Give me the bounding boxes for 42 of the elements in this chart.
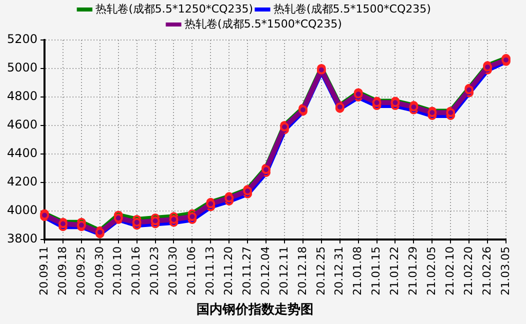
x-tick-label: 20.10.10	[111, 246, 124, 296]
y-tick-label: 4000	[6, 203, 38, 218]
x-tick-label: 20.09.25	[74, 246, 88, 296]
x-tick-label: 21.02.10	[443, 246, 456, 296]
x-tick-label: 21.03.05	[498, 246, 512, 296]
point	[169, 214, 178, 224]
legend-label: 热轧卷(成都5.5*1250*CQ235)	[96, 2, 253, 16]
x-tick-label: 20.11.13	[204, 246, 217, 296]
x-tick-label: 21.01.08	[351, 246, 364, 296]
x-tick-label: 20.10.30	[166, 246, 180, 296]
x-tick-label: 20.11.27	[240, 246, 254, 296]
point	[150, 216, 160, 226]
x-tick-label: 20.12.18	[296, 246, 309, 296]
y-tick-label: 3800	[6, 232, 38, 246]
x-tick-label: 20.09.11	[37, 246, 50, 296]
y-tick-label: 4400	[6, 146, 38, 160]
x-tick-label: 21.02.05	[425, 246, 438, 296]
x-tick-label: 20.11.06	[185, 246, 198, 296]
y-tick-label: 4200	[6, 174, 38, 189]
x-tick-label: 21.02.20	[462, 246, 475, 296]
x-tick-label: 20.10.23	[148, 246, 162, 296]
y-tick-label: 5200	[6, 32, 38, 46]
legend-label: 热轧卷(成都5.5*1500*CQ235)	[274, 2, 431, 16]
x-tick-label: 21.01.29	[406, 246, 420, 296]
x-tick-label: 20.11.20	[222, 246, 235, 296]
x-tick-label: 20.12.04	[258, 246, 272, 296]
y-tick-label: 4800	[6, 89, 38, 104]
x-tick-label: 20.12.25	[314, 246, 328, 296]
x-tick-label: 21.01.22	[388, 246, 402, 296]
x-tick-label: 21.01.15	[370, 246, 383, 296]
x-tick-label: 20.12.11	[277, 246, 290, 296]
x-tick-label: 20.12.31	[332, 246, 346, 296]
x-tick-label: 20.09.18	[56, 246, 69, 296]
point	[132, 218, 142, 227]
x-tick-label: 20.10.16	[130, 246, 143, 296]
text: 国内钢价指数走势图	[196, 302, 314, 318]
y-tick-label: 5000	[6, 60, 38, 75]
x-tick-label: 20.09.30	[92, 246, 106, 296]
y-tick-label: 4600	[6, 118, 38, 132]
legend-label: 热轧卷(成都5.5*1500*CQ235)	[184, 17, 342, 30]
point	[188, 212, 197, 222]
x-tick-label: 21.02.26	[480, 246, 494, 296]
